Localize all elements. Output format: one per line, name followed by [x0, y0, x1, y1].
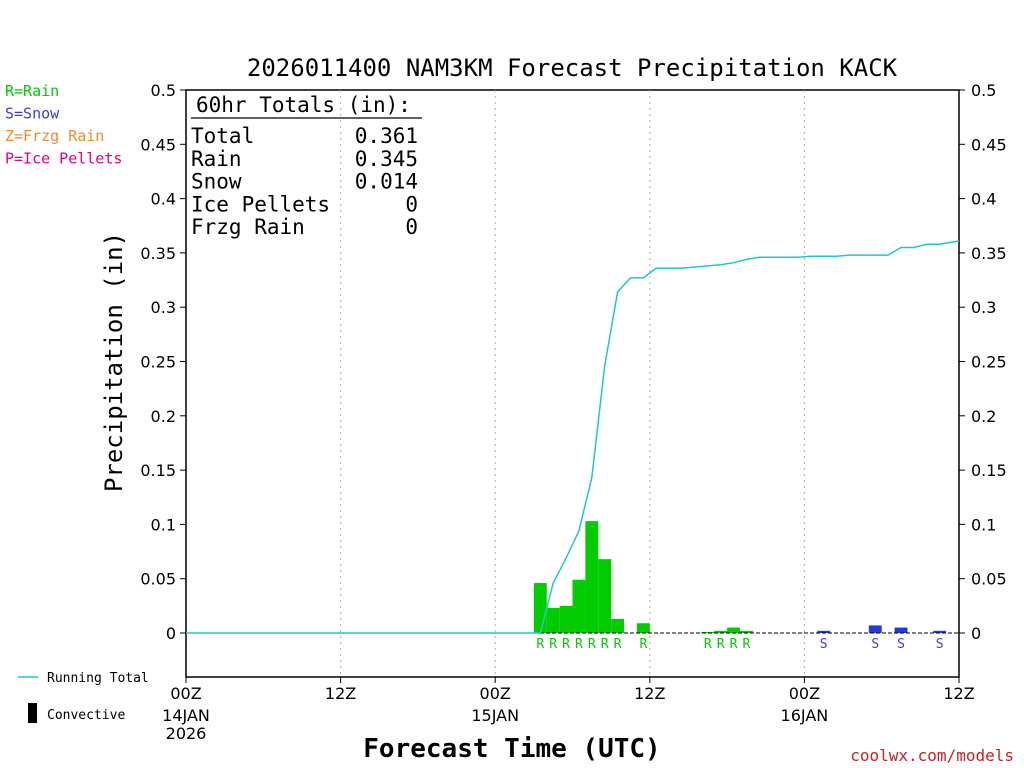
totals-row-label: Snow — [191, 170, 242, 194]
x-axis-label: Forecast Time (UTC) — [363, 734, 660, 764]
y-tick-label: 0.45 — [140, 135, 176, 154]
y-tick-label: 0.5 — [151, 81, 176, 100]
precip-type-letter: R — [575, 637, 583, 652]
totals-row-label: Total — [191, 124, 254, 148]
precip-type-legend: R=Rain S=Snow Z=Frzg Rain P=Ice Pellets — [5, 82, 122, 168]
y-axis-right: 0 0.05 0.1 0.15 0.2 0.25 0.3 0.35 0.4 0.45 0.5 — [959, 81, 1007, 643]
precip-bar — [701, 631, 715, 633]
y-tick-label-right: 0.25 — [971, 353, 1007, 372]
precip-bar — [636, 623, 650, 633]
y-tick-label: 0 — [166, 624, 176, 643]
precip-type-letter: R — [562, 637, 570, 652]
totals-title: 60hr Totals (in): — [196, 93, 411, 117]
precip-bar — [611, 618, 625, 633]
precip-type-letter: R — [717, 637, 725, 652]
precip-bar — [817, 630, 831, 633]
chart-title: 2026011400 NAM3KM Forecast Precipitation… — [247, 54, 898, 82]
precip-type-letter: R — [614, 637, 622, 652]
x-tick-label: 12Z — [325, 684, 356, 703]
running-total-legend-label: Running Total — [47, 671, 149, 686]
y-tick-label: 0.35 — [140, 244, 176, 263]
precip-type-letter: R — [588, 637, 596, 652]
x-date-label: 14JAN — [162, 706, 210, 725]
totals-row-label: Ice Pellets — [191, 192, 330, 216]
y-tick-label-right: 0.4 — [971, 190, 996, 209]
x-tick-label: 12Z — [634, 684, 665, 703]
precip-type-letter: R — [639, 637, 647, 652]
convective-legend-swatch — [28, 703, 37, 723]
precip-type-letter: R — [536, 637, 544, 652]
precip-bar — [933, 630, 947, 633]
totals-row-label: Rain — [191, 147, 242, 171]
plot-frame — [185, 89, 960, 678]
precip-bar — [714, 630, 728, 633]
totals-row-value: 0.345 — [355, 147, 418, 171]
y-tick-label-right: 0 — [971, 624, 981, 643]
x-date-label: 15JAN — [471, 706, 519, 725]
precip-type-letter: S — [820, 637, 828, 652]
precip-bar — [598, 559, 612, 633]
totals-row-value: 0 — [405, 215, 418, 239]
y-tick-label: 0.05 — [140, 570, 176, 589]
y-tick-label: 0.25 — [140, 353, 176, 372]
y-tick-label: 0.3 — [151, 298, 176, 317]
legend-item: P=Ice Pellets — [5, 150, 122, 168]
precip-bar — [868, 625, 882, 633]
x-year-label: 2026 — [166, 724, 207, 743]
grid-lines — [340, 90, 805, 677]
running-total-line — [186, 240, 960, 634]
x-date-label: 16JAN — [781, 706, 829, 725]
convective-legend-label: Convective — [47, 708, 125, 723]
precip-bar — [894, 627, 908, 633]
precip-bar — [585, 521, 599, 633]
totals-row-value: 0.014 — [355, 170, 418, 194]
precip-bar — [546, 608, 560, 633]
precip-type-letter: R — [549, 637, 557, 652]
x-tick-label: 00Z — [480, 684, 511, 703]
totals-row-label: Frzg Rain — [191, 215, 305, 239]
x-tick-label: 00Z — [170, 684, 201, 703]
precip-bar — [572, 579, 586, 633]
y-axis-left: 0 0.05 0.1 0.15 0.2 0.25 0.3 0.35 0.4 0.45 0.5 — [140, 81, 186, 643]
y-tick-label-right: 0.35 — [971, 244, 1007, 263]
y-tick-label: 0.1 — [151, 515, 176, 534]
y-tick-label-right: 0.15 — [971, 461, 1007, 480]
precip-type-letter: S — [936, 637, 944, 652]
y-tick-label: 0.15 — [140, 461, 176, 480]
y-tick-label-right: 0.2 — [971, 407, 996, 426]
totals-box: 60hr Totals (in): Total 0.361 Rain 0.345 Sno… — [191, 93, 422, 239]
precip-type-letter: S — [871, 637, 879, 652]
precip-type-letter: R — [601, 637, 609, 652]
x-tick-label: 00Z — [789, 684, 820, 703]
y-tick-label-right: 0.1 — [971, 515, 996, 534]
precip-type-letter: R — [743, 637, 751, 652]
legend-item: R=Rain — [5, 82, 59, 100]
totals-row-value: 0.361 — [355, 124, 418, 148]
y-tick-label: 0.4 — [151, 190, 176, 209]
y-tick-label-right: 0.5 — [971, 81, 996, 100]
y-tick-label-right: 0.05 — [971, 570, 1007, 589]
y-tick-label-right: 0.3 — [971, 298, 996, 317]
precip-bar — [559, 605, 573, 633]
precip-type-letter: R — [704, 637, 712, 652]
precip-bar — [533, 583, 547, 633]
precip-type-letter: S — [897, 637, 905, 652]
legend-item: Z=Frzg Rain — [5, 127, 104, 145]
totals-row-value: 0 — [405, 192, 418, 216]
precip-bar — [727, 627, 740, 633]
precip-type-letter: R — [730, 637, 738, 652]
precip-bar — [739, 630, 753, 633]
precip-bars — [533, 521, 947, 633]
legend-item: S=Snow — [5, 105, 60, 123]
y-tick-label: 0.2 — [151, 407, 176, 426]
x-tick-label: 12Z — [943, 684, 974, 703]
y-axis-label: Precipitation (in) — [100, 232, 128, 492]
credit-text: coolwx.com/models — [850, 746, 1014, 765]
y-tick-label-right: 0.45 — [971, 135, 1007, 154]
